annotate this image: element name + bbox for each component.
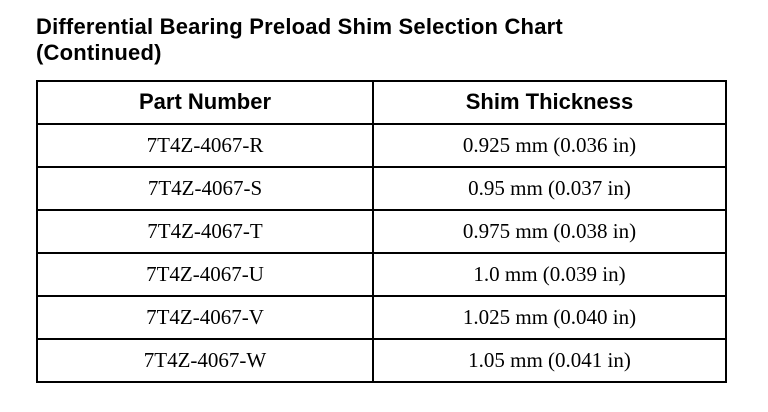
shim-thickness-cell: 0.975 mm (0.038 in) [372, 208, 727, 254]
column-header-part-number: Part Number [36, 79, 374, 125]
table-row: 7T4Z-4067-T 0.975 mm (0.038 in) [36, 208, 727, 254]
shim-thickness-cell: 1.025 mm (0.040 in) [372, 294, 727, 340]
table-row: 7T4Z-4067-V 1.025 mm (0.040 in) [36, 294, 727, 340]
shim-selection-table: Part Number Shim Thickness 7T4Z-4067-R 0… [36, 79, 727, 383]
shim-thickness-cell: 0.95 mm (0.037 in) [372, 165, 727, 211]
table-row: 7T4Z-4067-R 0.925 mm (0.036 in) [36, 122, 727, 168]
page-title: Differential Bearing Preload Shim Select… [36, 14, 563, 65]
table-row: 7T4Z-4067-S 0.95 mm (0.037 in) [36, 165, 727, 211]
shim-thickness-cell: 1.05 mm (0.041 in) [372, 337, 727, 383]
part-number-cell: 7T4Z-4067-U [36, 251, 374, 297]
table-header-row: Part Number Shim Thickness [36, 79, 727, 125]
part-number-cell: 7T4Z-4067-V [36, 294, 374, 340]
part-number-cell: 7T4Z-4067-S [36, 165, 374, 211]
part-number-cell: 7T4Z-4067-W [36, 337, 374, 383]
table-row: 7T4Z-4067-W 1.05 mm (0.041 in) [36, 337, 727, 383]
table-row: 7T4Z-4067-U 1.0 mm (0.039 in) [36, 251, 727, 297]
part-number-cell: 7T4Z-4067-T [36, 208, 374, 254]
column-header-shim-thickness: Shim Thickness [372, 79, 727, 125]
shim-thickness-cell: 1.0 mm (0.039 in) [372, 251, 727, 297]
part-number-cell: 7T4Z-4067-R [36, 122, 374, 168]
shim-thickness-cell: 0.925 mm (0.036 in) [372, 122, 727, 168]
